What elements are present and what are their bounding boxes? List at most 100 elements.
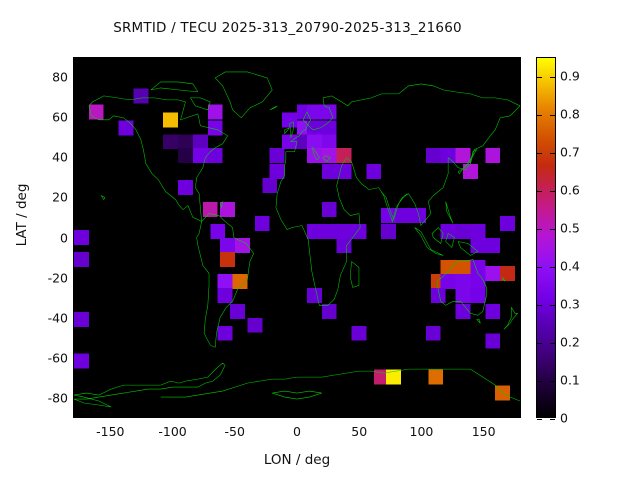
data-cell [74, 251, 89, 267]
colorbar-tick [537, 381, 542, 382]
coastline-path [270, 106, 277, 110]
colorbar-tick-label: 0.9 [560, 68, 580, 84]
data-cell [217, 325, 233, 341]
data-cell [425, 148, 441, 164]
chart-title: SRMTID / TECU 2025-313_20790-2025-313_21… [113, 20, 462, 36]
coastline-path [504, 307, 518, 329]
data-cell [366, 164, 382, 180]
data-cell [321, 148, 337, 164]
data-cell [210, 224, 226, 239]
data-cell [485, 333, 501, 349]
y-axis-tick-label: -80 [47, 390, 68, 406]
coastline-path [290, 122, 294, 138]
y-axis-tick-label: -60 [47, 350, 68, 366]
y-axis-title: LAT / deg [14, 183, 30, 247]
data-cell [202, 202, 218, 218]
colorbar-tick-marks [537, 58, 555, 420]
map-canvas [74, 58, 520, 417]
data-cell [440, 148, 456, 164]
coastline-path [220, 202, 222, 208]
y-axis-tick-labels: 80 60 40 20 0 -20 -40 -60 -80 [0, 57, 68, 418]
coastline-path [89, 96, 228, 222]
coastline-path [161, 377, 297, 397]
data-cell [247, 317, 263, 333]
colorbar-tick-label: 0.7 [560, 144, 580, 160]
data-cell [336, 148, 352, 164]
colorbar-tick [550, 153, 555, 154]
data-cell [178, 134, 193, 150]
data-cells-layer [74, 88, 516, 401]
data-cell [470, 224, 486, 239]
colorbar-tick-label: 0.8 [560, 106, 580, 122]
data-cell [373, 369, 389, 385]
data-cell [455, 303, 471, 319]
coastline-path [74, 395, 111, 407]
data-cell [321, 104, 337, 120]
y-axis-tick-label: 60 [52, 109, 68, 125]
coastline-path [432, 228, 443, 244]
data-cell [351, 325, 367, 341]
colorbar-tick [537, 305, 542, 306]
y-axis-tick-label: -20 [47, 270, 68, 286]
data-cell [306, 104, 322, 120]
map-plot-area [73, 57, 521, 418]
x-axis-tick-label: -150 [96, 424, 125, 439]
data-cell [321, 164, 337, 180]
x-axis-tick-label: -100 [158, 424, 187, 439]
colorbar-tick-label: 0.5 [560, 220, 580, 236]
data-cell [410, 208, 426, 224]
data-cell [269, 148, 285, 164]
data-cell [485, 303, 501, 319]
data-cell [381, 208, 397, 224]
coastline-layer [74, 58, 520, 417]
colorbar-tick [537, 419, 542, 420]
coastline-path [297, 369, 520, 401]
data-cell [455, 148, 471, 164]
colorbar-tick [550, 419, 555, 420]
data-cell [485, 265, 501, 281]
coastline-path [89, 106, 183, 210]
coastline-path [285, 84, 520, 166]
colorbar-gradient [537, 58, 555, 417]
coastline-path [197, 214, 254, 348]
colorbar-tick [537, 229, 542, 230]
coastline-path [458, 241, 478, 255]
colorbar-tick [550, 191, 555, 192]
data-cell [282, 134, 297, 150]
coastline-path [151, 82, 198, 92]
data-cell [192, 148, 208, 164]
data-cell [220, 237, 236, 253]
data-cell [230, 303, 245, 319]
y-axis-tick-label: 0 [60, 230, 68, 245]
colorbar-tick [550, 77, 555, 78]
colorbar-tick [537, 343, 542, 344]
colorbar-tick [537, 153, 542, 154]
coastline-path [272, 391, 322, 399]
coastline-path [323, 156, 330, 162]
data-cell [351, 224, 367, 239]
coastline-path [381, 192, 407, 220]
data-cell [207, 148, 223, 164]
data-cell [207, 104, 223, 120]
colorbar-tick [537, 267, 542, 268]
x-axis-tick-label: 100 [409, 424, 434, 439]
data-cell [485, 148, 501, 164]
coastline-path [276, 106, 520, 305]
coastline-path [285, 128, 290, 134]
data-cell [306, 224, 322, 239]
colorbar-tick-label: 0.6 [560, 182, 580, 198]
data-cell [254, 216, 270, 232]
coastline-path [190, 98, 210, 110]
data-cell [118, 120, 134, 136]
data-cell [306, 120, 322, 136]
coastline-path [503, 277, 505, 281]
colorbar-tick-label: 0.1 [560, 372, 580, 388]
data-cell [220, 202, 236, 218]
colorbar-tick [550, 267, 555, 268]
y-axis-tick-label: -40 [47, 310, 68, 326]
x-axis-tick-labels: -150 -100 -50 0 50 100 150 [73, 424, 521, 444]
colorbar-tick [550, 229, 555, 230]
data-cell [336, 164, 352, 180]
data-cell [321, 303, 337, 319]
data-cell [455, 287, 471, 303]
